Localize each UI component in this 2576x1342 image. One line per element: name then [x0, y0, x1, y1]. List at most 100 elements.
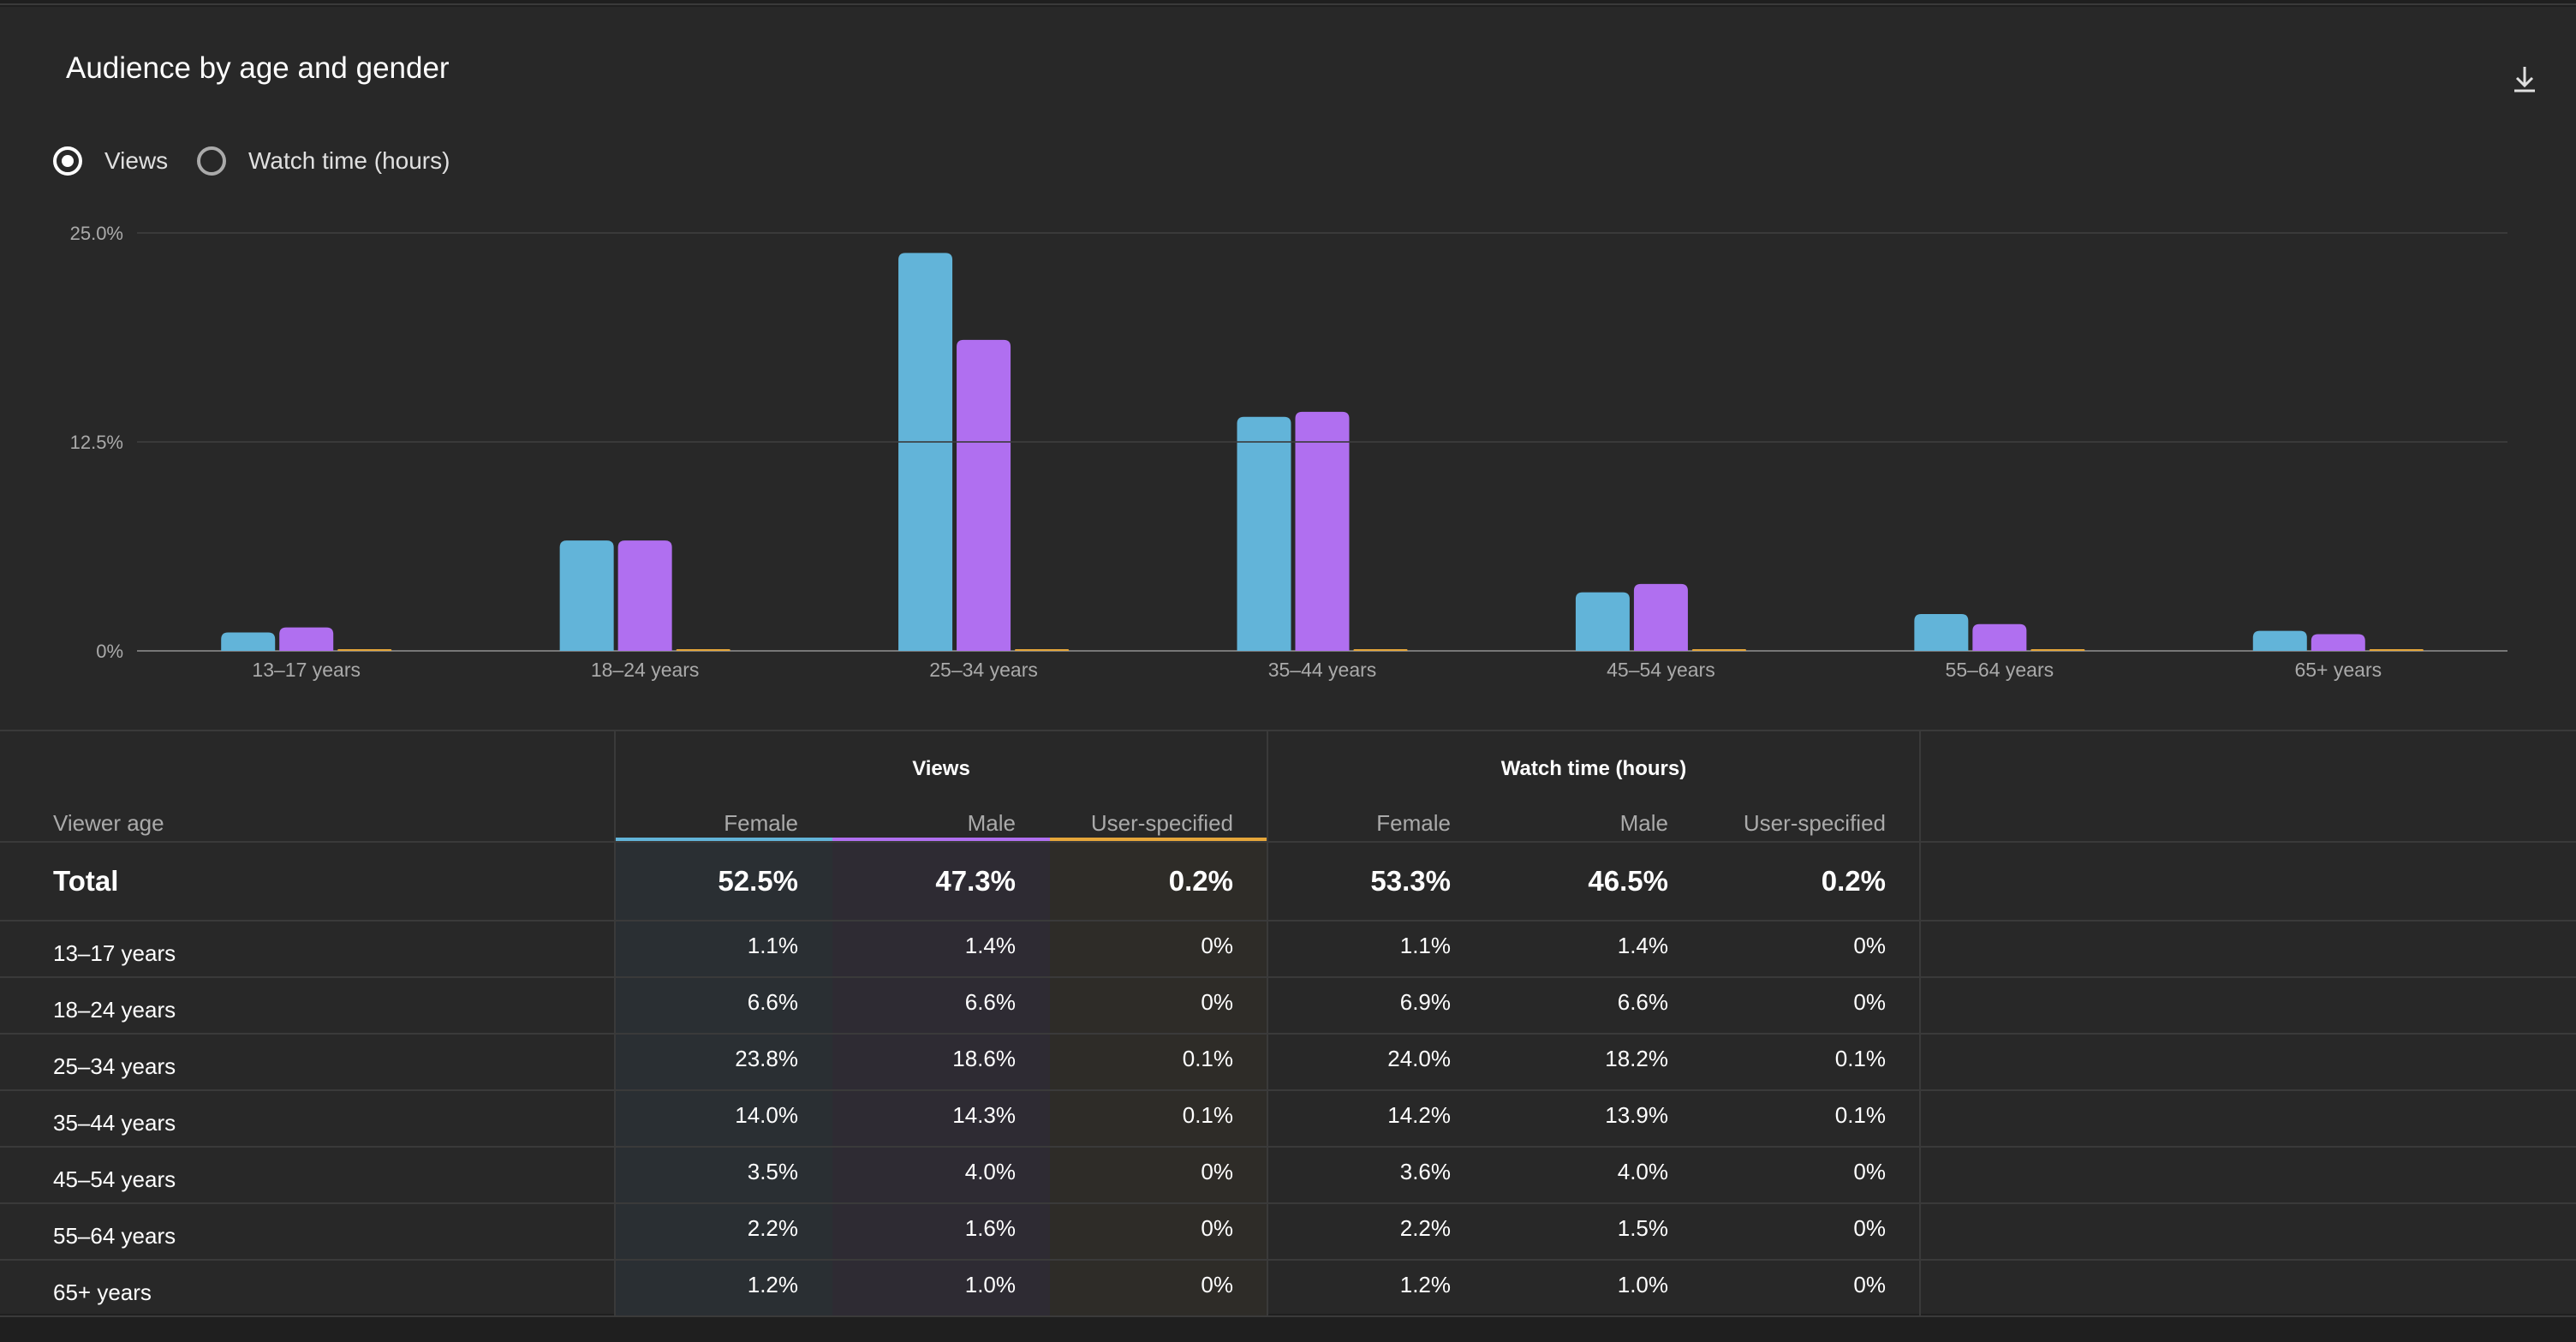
female-bar[interactable] — [221, 632, 276, 651]
table-cell-value: 0% — [1853, 1159, 1886, 1184]
table-cell-value: 0% — [1201, 1272, 1233, 1297]
table-cell-value: 18.6% — [952, 1046, 1016, 1071]
download-icon[interactable] — [2507, 62, 2542, 96]
card-title: Audience by age and gender — [66, 51, 450, 85]
y-tick-label: 12.5% — [70, 432, 123, 453]
age-gender-bar-chart: 0% 12.5% 25.0% 13–17 years 18–24 years 25–34 … — [70, 223, 2507, 681]
column-header[interactable]: Female — [1376, 810, 1451, 836]
table-cell-value: 2.2% — [747, 1215, 798, 1241]
group-header: Watch time (hours) — [1500, 757, 1687, 780]
male-bar[interactable] — [617, 540, 672, 651]
total-value: 0.2% — [1168, 865, 1233, 897]
male-bar[interactable] — [1633, 583, 1688, 651]
table-cell-value: 1.1% — [747, 933, 798, 958]
user-specified-bar[interactable] — [676, 649, 730, 651]
table-cell-value: 0% — [1853, 989, 1886, 1015]
age-row-label: 13–17 years — [53, 940, 176, 966]
user-specified-bar[interactable] — [1353, 649, 1408, 651]
user-specified-bar[interactable] — [1015, 649, 1070, 651]
series-color-bar — [615, 838, 832, 843]
age-row-label: 25–34 years — [53, 1053, 176, 1079]
total-value: 52.5% — [718, 865, 798, 897]
male-bar[interactable] — [279, 627, 334, 651]
table-cell-value: 0% — [1853, 1272, 1886, 1297]
column-shade — [1050, 843, 1267, 1315]
radio-views[interactable]: Views — [53, 140, 168, 182]
x-tick-label: 25–34 years — [929, 659, 1038, 681]
column-header[interactable]: Female — [724, 810, 798, 836]
column-header[interactable]: Male — [1619, 810, 1668, 836]
group-header: Views — [912, 757, 970, 780]
header-divider — [0, 841, 2576, 843]
radio-unchecked-icon[interactable] — [197, 146, 226, 176]
table-cell-value: 0.1% — [1182, 1102, 1233, 1128]
table-cell-value: 4.0% — [1617, 1159, 1668, 1184]
column-divider — [614, 730, 616, 1317]
column-header[interactable]: User-specified — [1743, 810, 1886, 836]
x-tick-label: 13–17 years — [252, 659, 361, 681]
radio-checked-icon[interactable] — [53, 146, 82, 176]
row-divider — [0, 1259, 2576, 1261]
male-bar[interactable] — [1972, 623, 2027, 651]
row-divider — [0, 1202, 2576, 1204]
table-cell-value: 0% — [1201, 1215, 1233, 1241]
age-row-label: 65+ years — [53, 1279, 152, 1305]
audience-table: Views Watch time (hours) Viewer age Female M… — [0, 730, 2576, 1321]
female-bar[interactable] — [2252, 630, 2307, 651]
top-divider — [0, 0, 2576, 5]
table-cell-value: 6.6% — [747, 989, 798, 1015]
table-cell-value: 1.1% — [1399, 933, 1451, 958]
table-cell-value: 1.6% — [964, 1215, 1016, 1241]
table-cell-value: 0% — [1853, 1215, 1886, 1241]
radio-watch-time[interactable]: Watch time (hours) — [197, 140, 450, 182]
user-specified-bar[interactable] — [2030, 649, 2085, 651]
table-cell-value: 0.1% — [1834, 1102, 1886, 1128]
male-bar[interactable] — [1295, 411, 1350, 651]
table-cell-value: 0.1% — [1182, 1046, 1233, 1071]
table-cell-value: 1.2% — [1399, 1272, 1451, 1297]
male-bar[interactable] — [957, 339, 1011, 651]
female-bar[interactable] — [559, 540, 614, 651]
female-bar[interactable] — [1237, 416, 1291, 651]
row-divider — [0, 976, 2576, 978]
table-cell-value: 1.0% — [1617, 1272, 1668, 1297]
table-cell-value: 6.6% — [1617, 989, 1668, 1015]
table-cell-value: 14.0% — [735, 1102, 798, 1128]
total-label: Total — [53, 865, 119, 897]
x-tick-label: 55–64 years — [1946, 659, 2054, 681]
table-cell-value: 24.0% — [1387, 1046, 1451, 1071]
user-specified-bar[interactable] — [337, 649, 392, 651]
user-specified-bar[interactable] — [2369, 649, 2424, 651]
female-bar[interactable] — [898, 253, 953, 651]
radio-views-label: Views — [104, 147, 169, 174]
column-divider — [1267, 730, 1268, 1317]
male-bar[interactable] — [2311, 634, 2365, 651]
table-cell-value: 2.2% — [1399, 1215, 1451, 1241]
total-value: 47.3% — [935, 865, 1016, 897]
row-divider — [0, 1089, 2576, 1091]
column-header[interactable]: Male — [967, 810, 1016, 836]
female-bar[interactable] — [1914, 614, 1969, 651]
column-divider — [1919, 730, 1921, 1317]
female-bar[interactable] — [1575, 592, 1630, 651]
column-shade — [832, 843, 1050, 1315]
age-row-label: 45–54 years — [53, 1166, 176, 1192]
y-tick-label: 0% — [96, 641, 123, 662]
table-cell-value: 6.6% — [964, 989, 1016, 1015]
total-value: 46.5% — [1588, 865, 1668, 897]
table-cell-value: 1.2% — [747, 1272, 798, 1297]
viewer-age-header: Viewer age — [53, 810, 164, 836]
user-specified-bar[interactable] — [1691, 649, 1746, 651]
table-cell-value: 13.9% — [1605, 1102, 1668, 1128]
table-cell-value: 3.6% — [1399, 1159, 1451, 1184]
total-value: 0.2% — [1821, 865, 1886, 897]
table-cell-value: 18.2% — [1605, 1046, 1668, 1071]
series-color-bar — [832, 838, 1050, 843]
total-value: 53.3% — [1370, 865, 1451, 897]
table-cell-value: 3.5% — [747, 1159, 798, 1184]
table-cell-value: 0.1% — [1834, 1046, 1886, 1071]
column-header[interactable]: User-specified — [1090, 810, 1233, 836]
column-shade — [615, 843, 832, 1315]
x-tick-label: 45–54 years — [1607, 659, 1715, 681]
